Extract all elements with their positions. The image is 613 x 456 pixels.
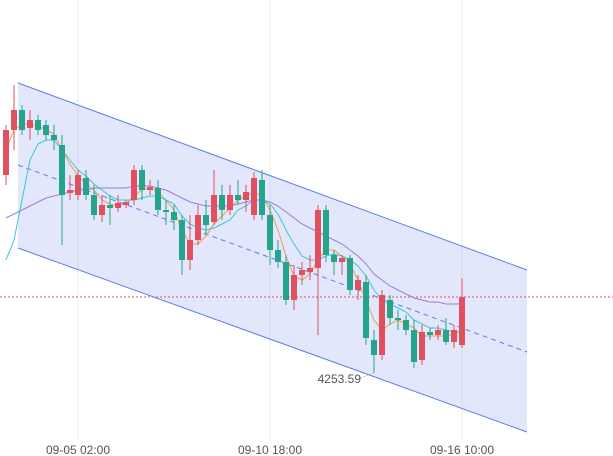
candle-body <box>443 330 449 342</box>
candle-body <box>379 295 385 355</box>
candle-body <box>283 262 289 300</box>
candle-body <box>235 195 241 200</box>
candle-body <box>27 120 33 128</box>
candle-body <box>155 188 161 210</box>
candle-body <box>3 130 9 175</box>
ma-line <box>5 139 462 333</box>
channel-middle <box>17 164 528 353</box>
candle-body <box>147 187 153 190</box>
candle-body <box>259 180 265 215</box>
candle-body <box>419 332 425 360</box>
candle-body <box>243 192 249 200</box>
candle-body <box>131 170 137 200</box>
candle-body <box>331 255 337 262</box>
candle-body <box>187 240 193 260</box>
candle-body <box>323 210 329 255</box>
candle-body <box>99 205 105 215</box>
ma-line <box>5 123 463 337</box>
candle-body <box>427 332 433 335</box>
candle-body <box>35 120 41 130</box>
candle-body <box>459 297 465 345</box>
candle-body <box>67 190 73 193</box>
candle-body <box>435 330 441 335</box>
ma-line <box>5 185 462 305</box>
annotation-leader <box>360 372 375 379</box>
candle-body <box>267 215 273 250</box>
candle-body <box>347 258 353 290</box>
candle-body <box>219 195 225 210</box>
candle-body <box>403 320 409 330</box>
candle-body <box>195 215 201 240</box>
channel-upper <box>17 82 528 271</box>
candle-body <box>299 270 305 275</box>
candle-body <box>315 210 321 268</box>
candle-body <box>291 275 297 300</box>
candle-body <box>451 330 457 342</box>
x-tick-label: 09-16 10:00 <box>430 443 494 456</box>
candle-body <box>395 318 401 320</box>
candle-body <box>203 215 209 225</box>
candle-body <box>307 268 313 272</box>
candle-body <box>163 210 169 212</box>
candle-body <box>387 300 393 318</box>
candle-body <box>19 110 25 130</box>
candle-body <box>75 175 81 195</box>
candle-body <box>107 205 113 208</box>
channel-lower <box>17 247 528 433</box>
candle-body <box>251 178 257 215</box>
candle-body <box>51 135 57 140</box>
candle-body <box>11 110 17 130</box>
candle-body <box>139 170 145 190</box>
candle-body <box>211 195 217 222</box>
candle-body <box>123 202 129 205</box>
candle-body <box>355 280 361 290</box>
candle-body <box>83 178 89 195</box>
candle-body <box>371 340 377 355</box>
candle-body <box>275 250 281 262</box>
low-annotation: 4253.59 <box>318 372 362 386</box>
candle-body <box>91 195 97 215</box>
candle-body <box>59 145 65 195</box>
candle-body <box>179 220 185 260</box>
candle-body <box>115 203 121 208</box>
candle-body <box>363 282 369 338</box>
candle-body <box>411 330 417 362</box>
x-tick-label: 09-10 18:00 <box>238 443 302 456</box>
candle-body <box>43 125 49 135</box>
x-tick-label: 09-05 02:00 <box>46 443 110 456</box>
candle-body <box>227 195 233 210</box>
channel-fill <box>18 83 527 432</box>
candle-body <box>339 258 345 262</box>
candle-body <box>171 212 177 220</box>
